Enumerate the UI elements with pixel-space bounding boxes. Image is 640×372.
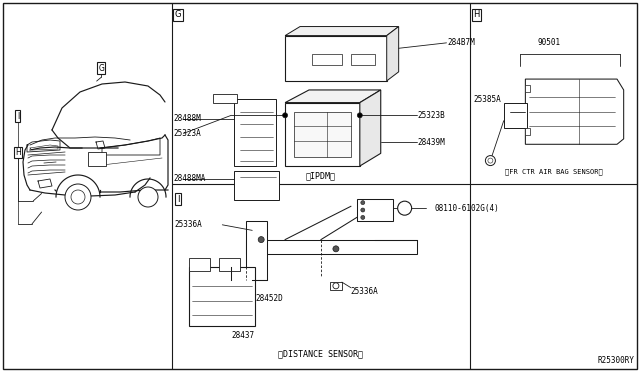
Polygon shape — [387, 26, 399, 81]
Bar — [504, 103, 527, 128]
Circle shape — [65, 184, 91, 210]
Circle shape — [333, 283, 339, 289]
Text: 28439M: 28439M — [418, 138, 445, 147]
Polygon shape — [234, 99, 276, 166]
Text: R25300RY: R25300RY — [598, 356, 635, 365]
Text: B: B — [403, 205, 407, 211]
Circle shape — [357, 113, 362, 118]
Text: H: H — [474, 10, 480, 19]
Polygon shape — [294, 112, 351, 157]
Circle shape — [361, 215, 365, 219]
Circle shape — [485, 155, 495, 166]
Text: 25336A: 25336A — [351, 287, 379, 296]
Text: 25323A: 25323A — [173, 129, 201, 138]
Circle shape — [258, 237, 264, 243]
Circle shape — [138, 187, 158, 207]
Text: 28452D: 28452D — [255, 294, 283, 303]
Text: 28488M: 28488M — [173, 115, 201, 124]
Text: G: G — [175, 10, 181, 19]
Polygon shape — [285, 36, 387, 81]
Circle shape — [361, 208, 365, 212]
Text: 25385A: 25385A — [474, 94, 502, 103]
Circle shape — [333, 246, 339, 252]
Bar — [88, 152, 106, 166]
Text: G: G — [98, 64, 104, 73]
Bar — [189, 258, 211, 271]
Polygon shape — [360, 90, 381, 166]
Bar — [312, 54, 342, 65]
Circle shape — [361, 201, 365, 205]
Polygon shape — [246, 221, 267, 280]
Bar — [220, 258, 240, 271]
Bar — [189, 267, 255, 327]
Polygon shape — [285, 103, 360, 166]
Text: I: I — [17, 112, 19, 121]
Circle shape — [488, 158, 493, 163]
Text: H: H — [15, 148, 20, 157]
Text: I: I — [177, 195, 179, 203]
Text: 28488MA: 28488MA — [173, 174, 206, 183]
Circle shape — [71, 190, 85, 204]
Text: 25323B: 25323B — [418, 111, 445, 120]
Text: 28437: 28437 — [231, 331, 255, 340]
Polygon shape — [213, 94, 237, 103]
Bar — [234, 171, 279, 201]
Polygon shape — [285, 90, 381, 103]
Bar — [351, 54, 375, 65]
Text: 〈IPDM〉: 〈IPDM〉 — [306, 171, 336, 181]
Text: 08110-6102G(4): 08110-6102G(4) — [435, 204, 499, 213]
Text: 〈DISTANCE SENSOR〉: 〈DISTANCE SENSOR〉 — [278, 350, 364, 359]
Polygon shape — [246, 240, 417, 254]
Text: 25336A: 25336A — [175, 220, 202, 229]
Text: 284B7M: 284B7M — [447, 38, 476, 47]
Bar — [357, 199, 393, 221]
Text: 90501: 90501 — [537, 38, 560, 47]
Text: 〈FR CTR AIR BAG SENSOR〉: 〈FR CTR AIR BAG SENSOR〉 — [505, 168, 603, 175]
Bar — [525, 128, 531, 135]
Polygon shape — [525, 79, 623, 144]
Circle shape — [283, 113, 287, 118]
Polygon shape — [285, 26, 399, 36]
Bar — [525, 84, 531, 92]
Circle shape — [397, 201, 412, 215]
Bar — [330, 282, 342, 289]
